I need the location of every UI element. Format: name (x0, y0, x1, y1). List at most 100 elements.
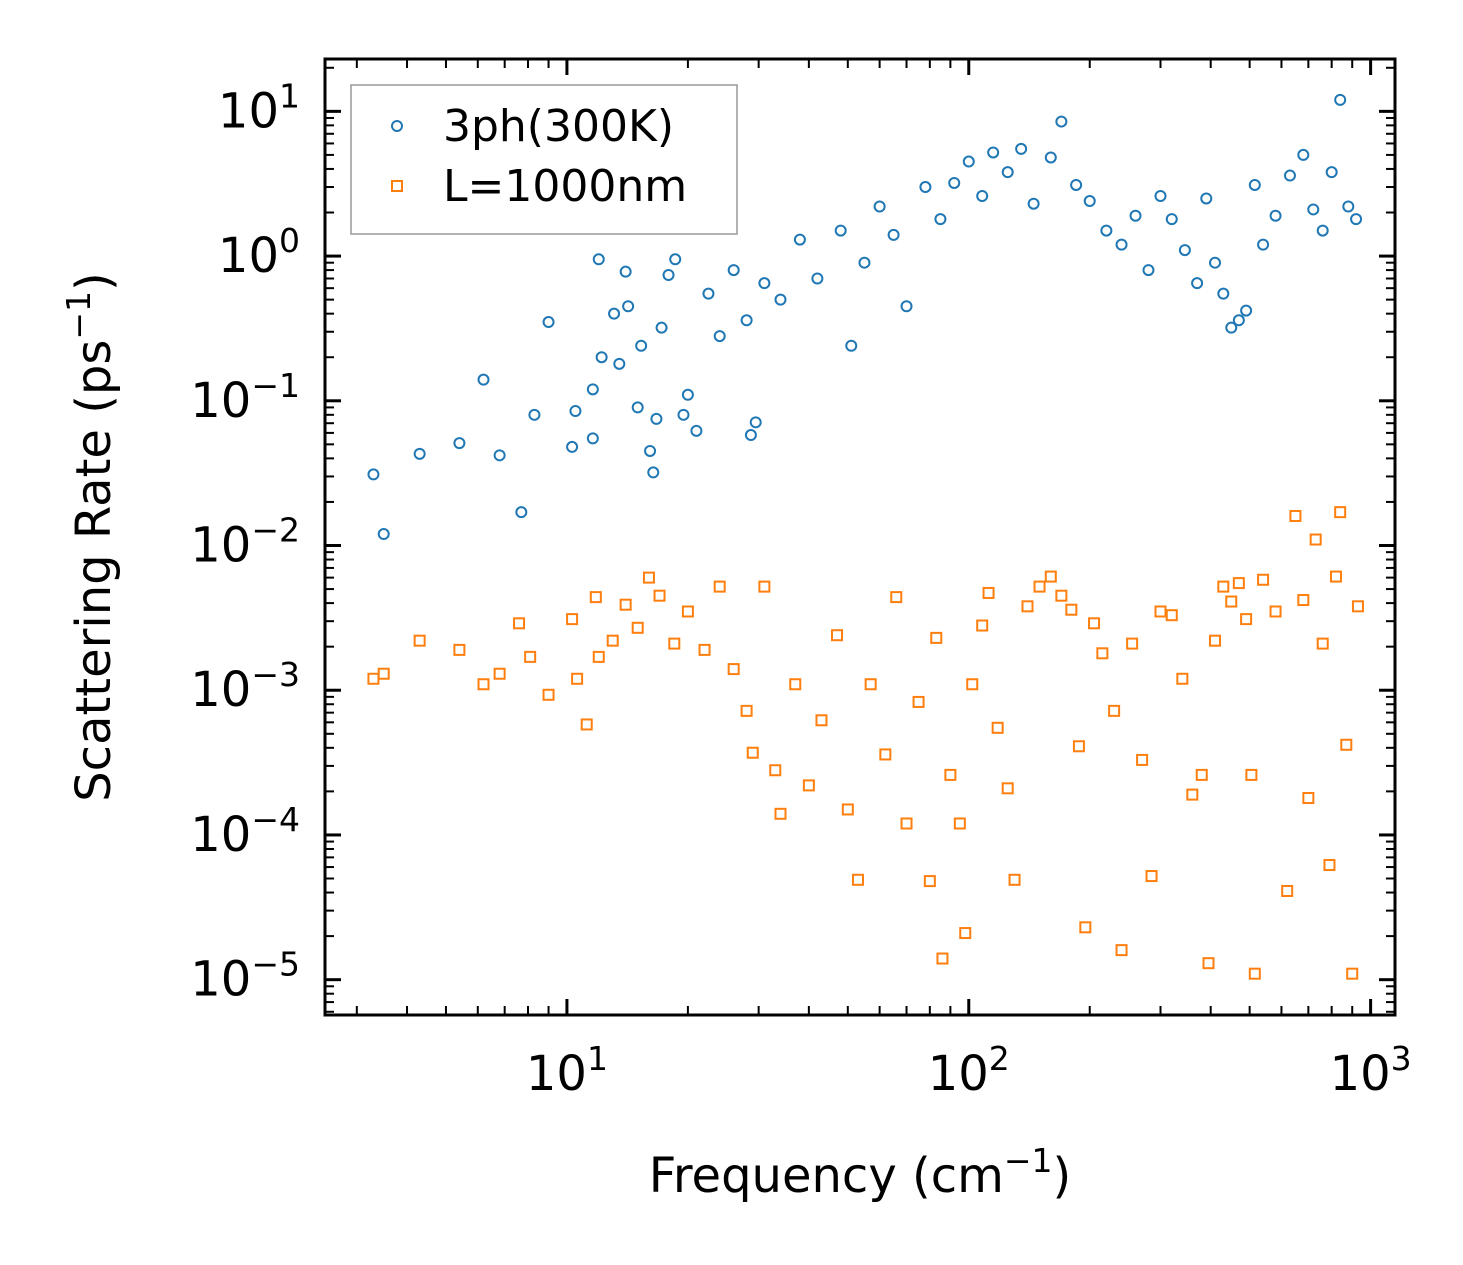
data-point (1316, 637, 1329, 650)
data-point (1302, 792, 1315, 805)
data-point (959, 927, 972, 940)
y-axis-label: Scattering Rate (ps−1) (59, 272, 122, 802)
data-point (1309, 533, 1322, 546)
data-point (815, 714, 828, 727)
data-point (789, 678, 802, 691)
series-layer (367, 93, 1364, 980)
data-point (606, 634, 619, 647)
x-tick-label: 103 (1330, 1039, 1412, 1102)
y-tick-label: 10−4 (190, 800, 300, 863)
data-point (890, 591, 903, 604)
data-point (1015, 142, 1028, 155)
data-point (1165, 609, 1178, 622)
data-point (608, 307, 621, 320)
data-point (1088, 617, 1101, 630)
data-point (592, 650, 605, 663)
data-point (1115, 944, 1128, 957)
data-point (566, 613, 579, 626)
data-point (793, 233, 806, 246)
data-point (631, 621, 644, 634)
tick-labels: 101 102 103 101 100 10−1 10−2 10−3 10−4 10−5 (190, 76, 1411, 1102)
data-point (936, 952, 949, 965)
data-point (1021, 600, 1034, 613)
data-point (662, 268, 675, 281)
data-point (677, 408, 690, 421)
data-point (1257, 573, 1270, 586)
x-axis-label: Frequency (cm−1) (649, 1141, 1072, 1204)
data-point (1316, 224, 1329, 237)
data-point (1055, 589, 1068, 602)
data-point (1186, 788, 1199, 801)
data-point (953, 817, 966, 830)
data-point (1200, 192, 1213, 205)
data-point (976, 619, 989, 632)
y-tick-label: 101 (218, 76, 300, 139)
x-tick-label: 102 (928, 1039, 1010, 1102)
data-point (1334, 93, 1347, 106)
data-point (1033, 580, 1046, 593)
data-point (493, 449, 506, 462)
y-tick-label: 10−2 (190, 511, 300, 574)
data-point (589, 591, 602, 604)
data-point (1323, 858, 1336, 871)
data-point (655, 321, 668, 334)
data-point (1281, 884, 1294, 897)
legend: 3ph(300K) L=1000nm (350, 84, 738, 235)
data-point (493, 667, 506, 680)
data-point (453, 643, 466, 656)
data-point (858, 256, 871, 269)
data-point (1079, 921, 1092, 934)
legend-label-3ph: 3ph(300K) (443, 101, 674, 152)
data-point (1248, 178, 1261, 191)
data-point (1217, 580, 1230, 593)
data-point (831, 629, 844, 642)
data-point (613, 357, 626, 370)
data-point (1225, 321, 1238, 334)
data-point (513, 617, 526, 630)
data-point (569, 405, 582, 418)
data-point (1044, 570, 1057, 583)
data-point (377, 667, 390, 680)
data-point (713, 330, 726, 343)
data-point (749, 416, 762, 429)
data-point (769, 764, 782, 777)
data-point (644, 444, 657, 457)
data-point (948, 176, 961, 189)
data-point (681, 388, 694, 401)
data-point (1008, 873, 1021, 886)
data-point (413, 447, 426, 460)
data-point (367, 672, 380, 685)
plot-frame (323, 57, 1397, 1017)
data-point (622, 300, 635, 313)
data-point (930, 631, 943, 644)
data-point (1195, 768, 1208, 781)
data-point (1072, 740, 1085, 753)
data-point (595, 351, 608, 364)
data-point (1001, 782, 1014, 795)
data-point (1096, 647, 1109, 660)
data-point (1297, 594, 1310, 607)
data-point (976, 190, 989, 203)
legend-box (350, 84, 738, 235)
data-point (668, 637, 681, 650)
legend-label-l1000: L=1000nm (443, 161, 687, 212)
legend-marker-l1000 (391, 180, 403, 192)
data-point (669, 253, 682, 266)
data-point (1351, 600, 1364, 613)
series-l1000 (367, 506, 1364, 980)
data-point (566, 440, 579, 453)
data-point (727, 264, 740, 277)
data-point (1044, 151, 1057, 164)
data-point (740, 314, 753, 327)
y-tick-label: 100 (218, 221, 300, 284)
data-point (944, 768, 957, 781)
data-point (377, 528, 390, 541)
data-point (619, 598, 632, 611)
data-point (758, 580, 771, 593)
data-point (1108, 704, 1121, 717)
data-point (1217, 287, 1230, 300)
data-point (635, 339, 648, 352)
data-point (1248, 967, 1261, 980)
data-point (774, 293, 787, 306)
data-point (1257, 238, 1270, 251)
